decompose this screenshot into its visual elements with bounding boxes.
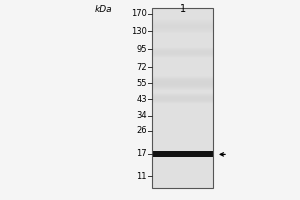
Text: 55: 55: [136, 78, 147, 88]
Text: 43: 43: [136, 95, 147, 104]
Text: 34: 34: [136, 111, 147, 120]
Text: 26: 26: [136, 126, 147, 135]
Text: 72: 72: [136, 62, 147, 72]
Text: kDa: kDa: [95, 5, 112, 14]
Bar: [152, 151, 213, 157]
Text: 1: 1: [180, 4, 186, 14]
Text: 130: 130: [131, 26, 147, 36]
Text: 170: 170: [131, 9, 147, 18]
Text: 17: 17: [136, 149, 147, 158]
Text: 11: 11: [136, 172, 147, 181]
Text: 95: 95: [136, 45, 147, 53]
Bar: [152, 8, 213, 188]
